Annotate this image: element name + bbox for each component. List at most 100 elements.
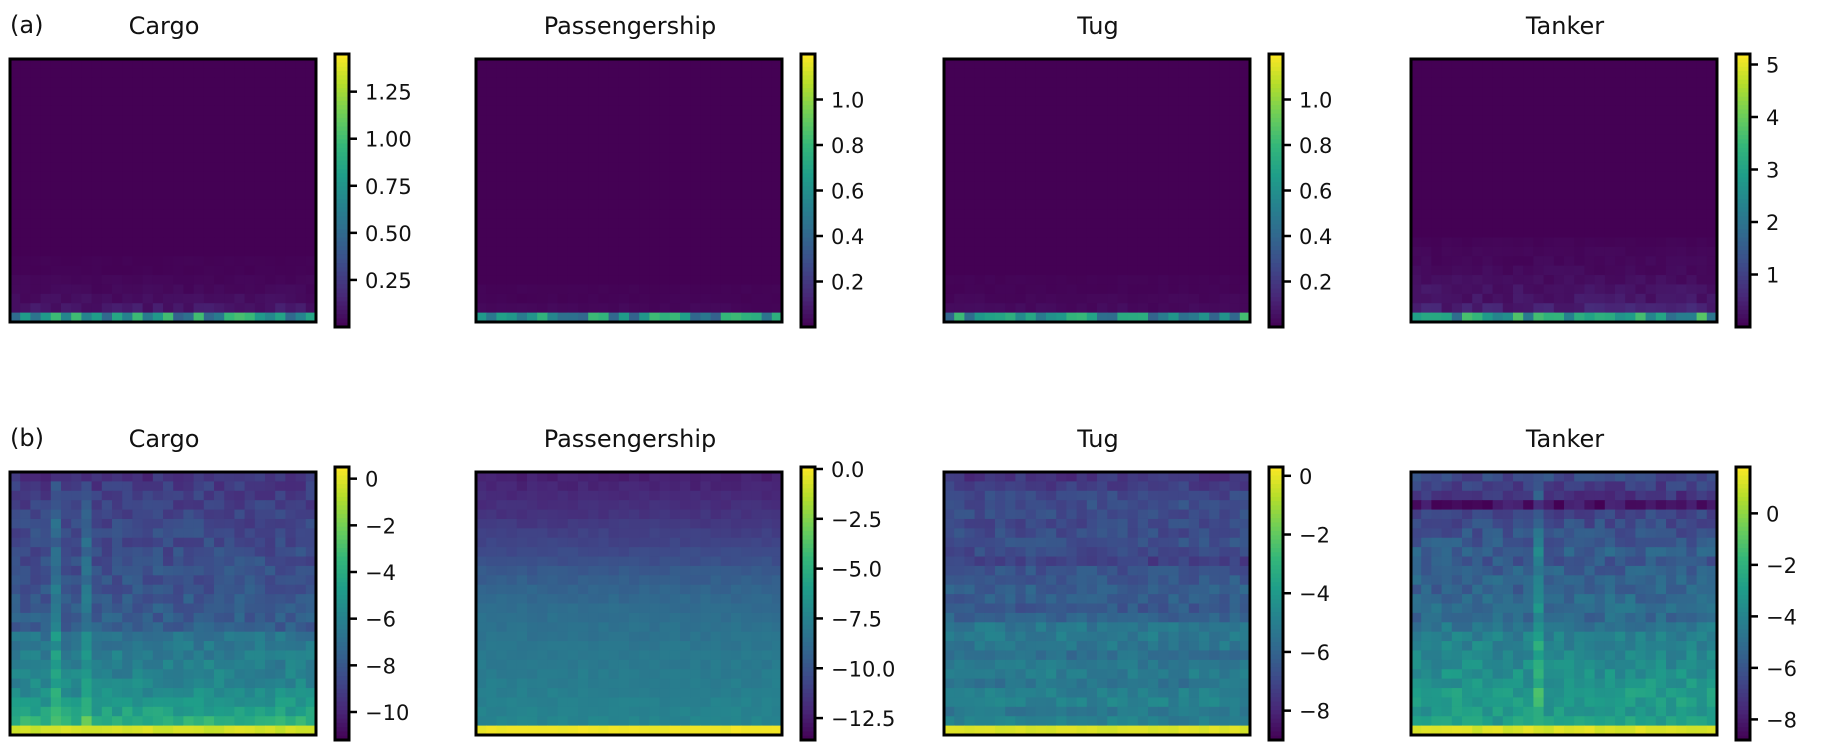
heatmap-cell [700,143,712,154]
heatmap-cell [20,275,31,286]
heatmap-cell [506,143,518,154]
heatmap-cell [244,199,256,210]
heatmap-cell [1005,265,1016,276]
heatmap-cell [295,688,307,699]
heatmap-cell [486,303,497,314]
heatmap-cell [254,275,266,286]
heatmap-cell [1086,171,1098,182]
heatmap-cell [122,537,133,548]
heatmap-cell [1005,87,1016,98]
heatmap-cell [142,77,154,88]
heatmap-cell [152,246,164,257]
heatmap-cell [132,725,144,736]
heatmap-cell [1076,275,1088,286]
heatmap-cell [547,134,559,145]
heatmap-cell [516,303,528,314]
heatmap-cell [984,293,996,304]
heatmap-cell [295,490,307,501]
heatmap-cell [1046,134,1057,145]
heatmap-cell [669,218,681,229]
heatmap-cell [1005,190,1016,201]
heatmap-cell [731,472,742,482]
heatmap-cell [265,706,276,717]
heatmap-cell [761,246,773,257]
colorbar-segment [335,671,349,677]
heatmap-cell [173,162,184,173]
heatmap-cell [1574,312,1585,323]
heatmap-cell [1676,152,1687,163]
heatmap-cell [1441,275,1453,286]
heatmap-cell [1492,265,1504,276]
heatmap-cell [101,265,113,276]
heatmap-cell [1005,284,1016,295]
heatmap-cell [567,134,579,145]
heatmap-cell [1188,96,1200,107]
colorbar-segment [335,54,349,59]
heatmap-cell [741,284,752,295]
heatmap-cell [112,706,123,717]
heatmap-cell [1107,303,1118,314]
colorbar-tick-label: 0.2 [1299,271,1332,295]
heatmap-cell [1431,96,1443,107]
heatmap-cell [486,565,497,576]
heatmap-cell [1686,303,1698,314]
colorbar-segment [1269,267,1283,273]
heatmap-cell [984,143,996,154]
colorbar-tick-label: 0.6 [831,180,864,204]
heatmap-cell [91,565,103,576]
heatmap-cell [132,87,144,98]
heatmap-cell [61,171,72,182]
heatmap-cell [193,87,205,98]
heatmap-cell [578,87,589,98]
heatmap-cell [244,124,256,135]
heatmap-cell [50,293,62,304]
heatmap-cell [1137,96,1149,107]
heatmap-cell [173,575,184,586]
heatmap-cell [954,190,965,201]
heatmap-cell [618,528,630,539]
heatmap-cell [1696,218,1708,229]
heatmap-cell [506,575,518,586]
heatmap-cell [547,246,559,257]
heatmap-cell [1107,181,1118,192]
heatmap-cell [527,171,538,182]
heatmap-cell [265,537,276,548]
heatmap-cell [761,509,773,520]
heatmap-cell [476,105,487,116]
heatmap-cell [486,481,497,492]
heatmap-cell [1107,124,1118,135]
heatmap-cell [1086,59,1098,69]
heatmap-cell [496,218,508,229]
heatmap-cell [954,265,965,276]
heatmap-cell [761,199,773,210]
heatmap-cell [163,181,174,192]
heatmap-cell [40,312,52,323]
heatmap-cell [254,209,266,220]
heatmap-cell [771,528,783,539]
heatmap-cell [203,537,215,548]
heatmap-cell [183,725,195,736]
heatmap-cell [244,518,256,529]
heatmap-cell [1513,303,1524,314]
heatmap-cell [1158,293,1169,304]
heatmap-cell [152,603,164,614]
heatmap-cell [285,547,297,558]
heatmap-cell [700,584,712,595]
heatmap-cell [152,518,164,529]
heatmap-cell [173,59,184,69]
heatmap-cell [680,124,691,135]
heatmap-cell [506,246,518,257]
heatmap-cell [649,293,661,304]
heatmap-cell [944,275,955,286]
heatmap-cell [741,87,752,98]
heatmap-cell [305,641,317,652]
heatmap-cell [1035,124,1047,135]
heatmap-cell [1696,312,1708,323]
heatmap-cell [173,490,184,501]
heatmap-cell [751,105,763,116]
colorbar-segment [801,147,815,153]
heatmap-cell [486,284,497,295]
heatmap-cell [1686,275,1698,286]
heatmap-cell [40,641,52,652]
heatmap-cell [265,284,276,295]
